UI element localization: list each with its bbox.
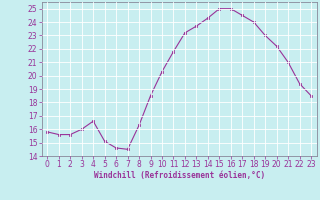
X-axis label: Windchill (Refroidissement éolien,°C): Windchill (Refroidissement éolien,°C) [94, 171, 265, 180]
